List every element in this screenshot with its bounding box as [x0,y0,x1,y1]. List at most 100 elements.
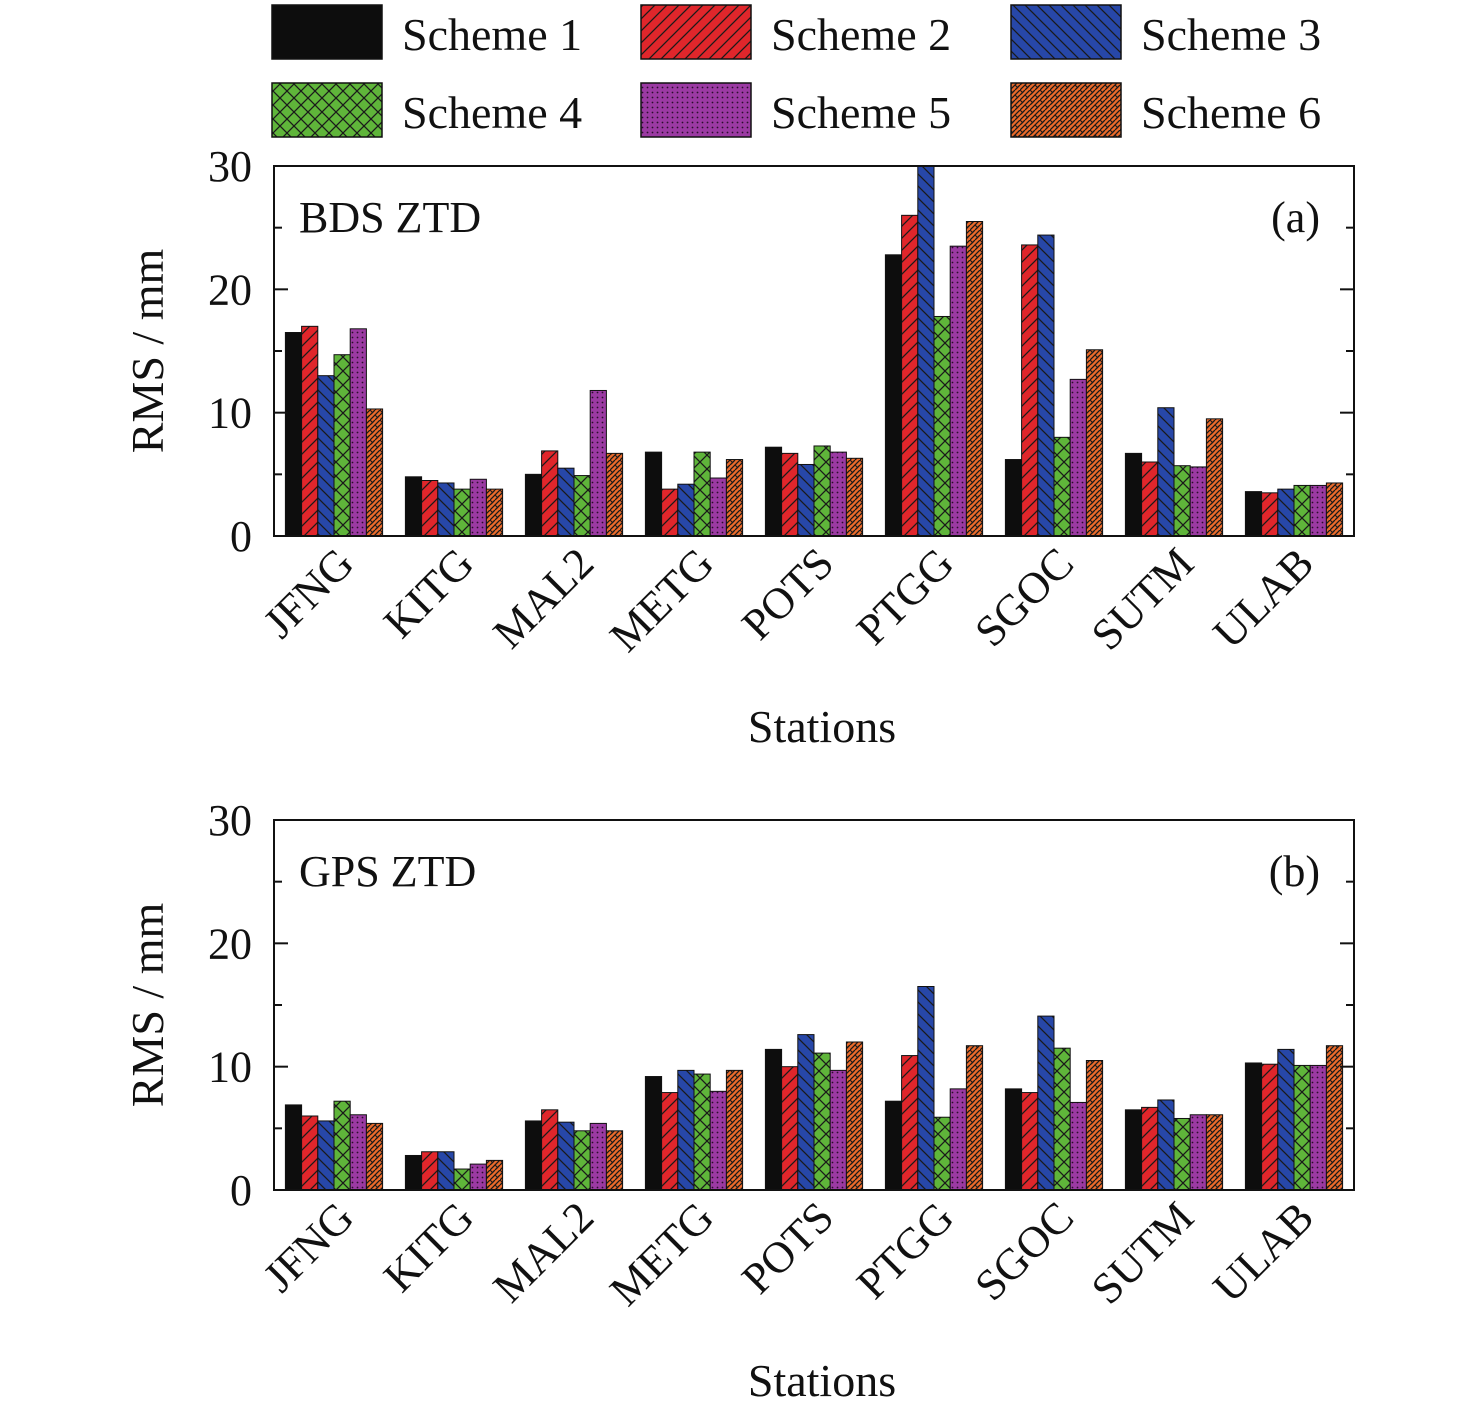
bar-ulab-scheme-6 [1325,482,1344,537]
bar-jfng-scheme-5 [349,1114,367,1191]
bar-jfng-scheme-6 [365,408,384,537]
y-tick-label: 0 [230,1166,252,1215]
bar-sutm-scheme-6 [1205,418,1224,537]
bar-pots-scheme-3 [797,463,815,537]
x-axis-title: Stations [748,1355,896,1406]
bar-jfng-scheme-6 [365,1122,384,1191]
bar-ulab-scheme-5 [1309,1064,1327,1191]
x-category-label-ulab: ULAB [1204,538,1323,657]
bar-ptgg-scheme-6 [965,221,984,537]
bar-ulab-scheme-4 [1293,1064,1311,1191]
bar-kitg-scheme-5 [469,1163,487,1191]
bar-pots-scheme-2 [781,452,799,537]
bar-kitg-scheme-2 [421,1151,439,1191]
bar-pots-scheme-3 [797,1034,815,1191]
bar-sgoc-scheme-1 [1004,1088,1023,1191]
bar-mal2-scheme-4 [573,475,591,537]
bar-pots-scheme-5 [829,1069,847,1191]
bar-sgoc-scheme-6 [1085,1060,1104,1191]
bar-jfng-scheme-4 [333,354,351,537]
bar-pots-scheme-6 [845,457,864,537]
bar-sutm-scheme-2 [1141,1106,1159,1191]
bar-ulab-scheme-3 [1277,488,1295,537]
x-category-label-ulab: ULAB [1204,1192,1323,1311]
legend-label-scheme-3: Scheme 3 [1141,9,1321,60]
bar-ptgg-scheme-3 [917,986,935,1191]
bar-jfng-scheme-2 [301,1115,319,1191]
legend-label-scheme-4: Scheme 4 [402,87,582,138]
legend-swatch-scheme-3 [1010,4,1122,60]
bar-ptgg-scheme-5 [949,1088,967,1191]
bar-mal2-scheme-2 [541,1109,559,1191]
bar-sutm-scheme-4 [1173,1117,1191,1191]
bar-pots-scheme-1 [764,446,783,537]
bar-metg-scheme-3 [677,483,695,537]
panel-label-b: (b) [1269,847,1320,896]
bar-pots-scheme-6 [845,1041,864,1191]
bar-sgoc-scheme-3 [1037,234,1055,537]
bar-pots-scheme-5 [829,451,847,537]
bar-sgoc-scheme-5 [1069,378,1087,537]
x-category-label-jfng: JFNG [254,1192,363,1301]
legend-swatch-scheme-5 [640,82,752,138]
x-category-label-mal2: MAL2 [484,538,603,657]
x-category-label-ptgg: PTGG [847,1192,963,1308]
legend-swatch-scheme-2 [640,4,752,60]
bar-jfng-scheme-1 [284,1104,303,1191]
bar-metg-scheme-1 [644,451,663,537]
bar-sgoc-scheme-4 [1053,1047,1071,1191]
bar-jfng-scheme-5 [349,328,367,537]
y-tick-label: 30 [208,796,252,845]
bar-sgoc-scheme-2 [1021,244,1039,537]
bar-ulab-scheme-2 [1261,492,1279,537]
bar-mal2-scheme-2 [541,450,559,537]
bar-sutm-scheme-1 [1124,452,1143,537]
bar-sutm-scheme-6 [1205,1114,1224,1191]
bar-metg-scheme-4 [693,1073,711,1191]
legend-label-scheme-5: Scheme 5 [771,87,951,138]
x-category-label-metg: METG [600,538,723,661]
bar-ptgg-scheme-4 [933,1116,951,1191]
bar-sgoc-scheme-2 [1021,1092,1039,1191]
bar-sgoc-scheme-6 [1085,349,1104,537]
bar-sutm-scheme-1 [1124,1109,1143,1191]
x-category-label-jfng: JFNG [254,538,363,647]
bar-metg-scheme-2 [661,488,679,537]
legend: Scheme 1 Scheme 2 Scheme 3 Scheme 4 Scheme 5… [271,4,1321,138]
bar-pots-scheme-4 [813,445,831,537]
bar-ulab-scheme-1 [1244,1062,1263,1191]
bar-kitg-scheme-4 [453,1168,471,1191]
bar-jfng-scheme-2 [301,325,319,537]
x-category-label-sutm: SUTM [1082,538,1203,659]
bar-ulab-scheme-1 [1244,491,1263,537]
bar-sgoc-scheme-1 [1004,459,1023,537]
bar-jfng-scheme-4 [333,1100,351,1191]
bar-ptgg-scheme-1 [884,1100,903,1191]
bar-kitg-scheme-4 [453,488,471,537]
x-category-label-ptgg: PTGG [847,538,963,654]
y-axis-title: RMS / mm [122,903,173,1108]
bar-ptgg-scheme-3 [917,165,935,537]
bar-kitg-scheme-2 [421,480,439,537]
bar-ulab-scheme-3 [1277,1048,1295,1191]
legend-swatch-scheme-6 [1010,82,1122,138]
bar-sutm-scheme-4 [1173,465,1191,537]
bar-ptgg-scheme-2 [901,214,919,537]
panel-annotation-b: GPS ZTD [299,847,476,896]
bar-ulab-scheme-2 [1261,1063,1279,1191]
bar-sutm-scheme-5 [1189,1114,1207,1191]
y-tick-label: 0 [230,512,252,561]
legend-swatch-scheme-1 [271,4,383,60]
y-tick-label: 30 [208,142,252,191]
bar-metg-scheme-1 [644,1076,663,1191]
bar-sgoc-scheme-4 [1053,436,1071,537]
bar-sgoc-scheme-5 [1069,1101,1087,1191]
y-tick-label: 20 [208,919,252,968]
bar-sgoc-scheme-3 [1037,1015,1055,1191]
x-category-label-sgoc: SGOC [965,538,1083,656]
bar-sutm-scheme-5 [1189,466,1207,537]
y-tick-label: 20 [208,265,252,314]
bar-mal2-scheme-4 [573,1130,591,1191]
bar-metg-scheme-2 [661,1092,679,1191]
